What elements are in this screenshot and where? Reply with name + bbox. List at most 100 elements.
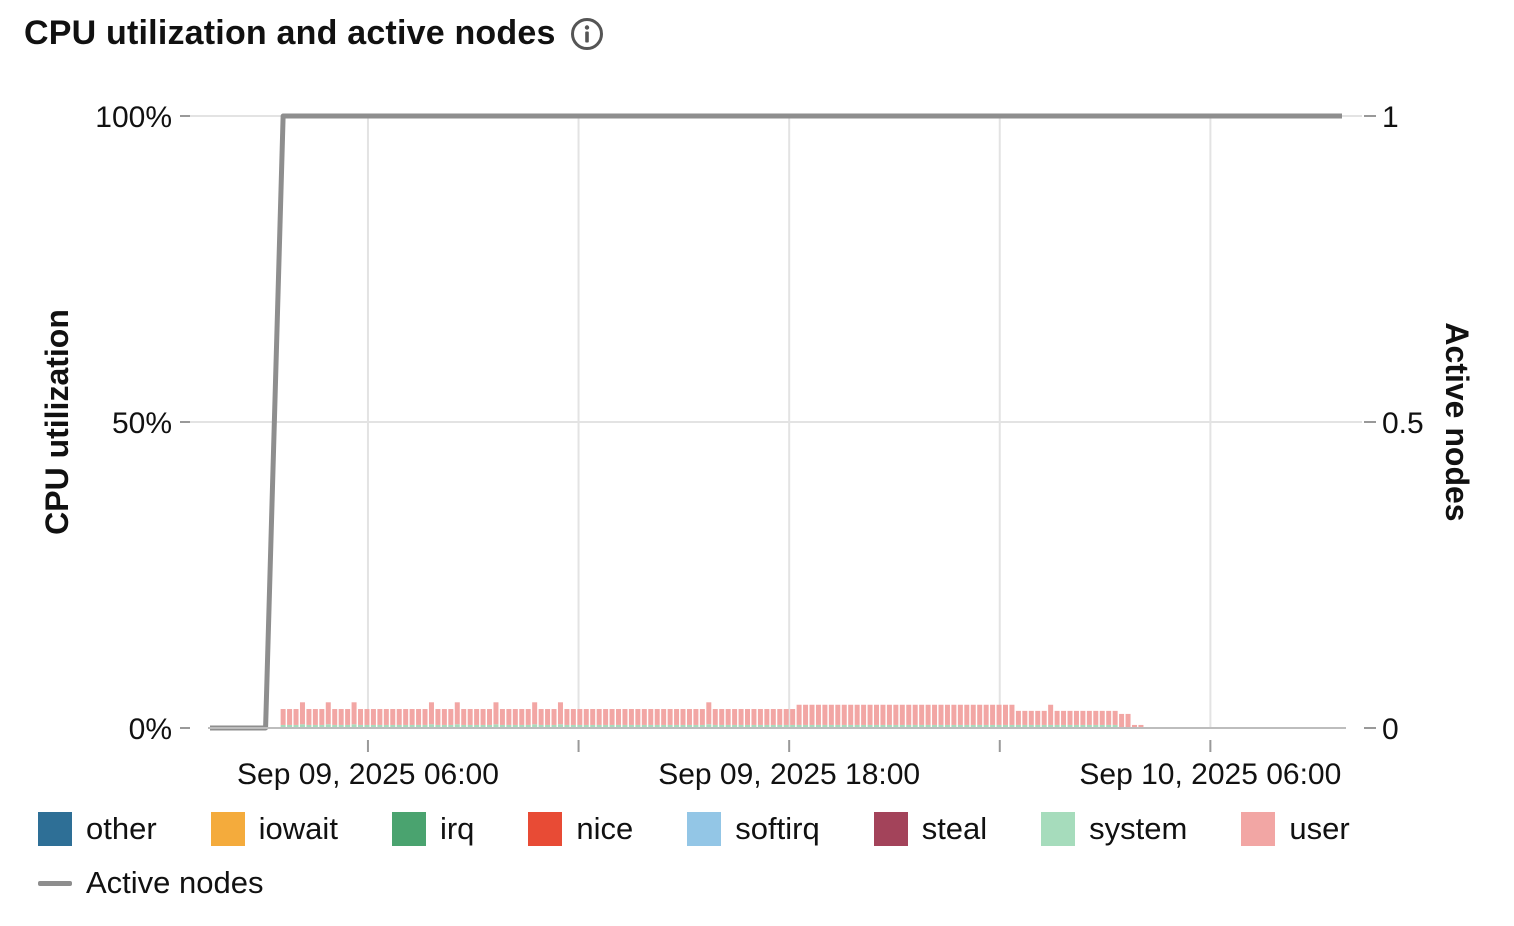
bar-system	[616, 724, 622, 728]
bar-user	[551, 709, 557, 725]
legend-item-softirq[interactable]: softirq	[687, 811, 820, 847]
bar-user	[396, 709, 402, 725]
bar-user	[732, 709, 738, 725]
bar-user	[1138, 724, 1144, 728]
bar-user	[570, 709, 576, 725]
bar-system	[770, 724, 776, 728]
legend-item-system[interactable]: system	[1041, 811, 1187, 847]
y-tick-label: 100%	[95, 101, 172, 134]
bar-system	[1028, 724, 1034, 728]
bar-system	[377, 724, 383, 728]
bar-system	[983, 724, 989, 728]
legend-item-other[interactable]: other	[38, 811, 157, 847]
bar-user	[1067, 710, 1073, 725]
bar-system	[525, 724, 531, 728]
bar-user	[1009, 704, 1015, 725]
bar-user	[835, 704, 841, 725]
bar-system	[751, 724, 757, 728]
bar-user	[757, 709, 763, 725]
bar-user	[319, 709, 325, 725]
legend-swatch	[210, 812, 245, 846]
bar-user	[635, 709, 641, 725]
bar-system	[932, 724, 938, 728]
bar-system	[583, 724, 589, 728]
legend-item-user[interactable]: user	[1241, 811, 1350, 847]
bar-system	[880, 724, 886, 728]
bar-user	[938, 704, 944, 725]
bar-system	[622, 724, 628, 728]
bar-user	[886, 704, 892, 725]
bar-user	[822, 704, 828, 725]
legend-swatch	[1041, 812, 1076, 846]
bar-system	[506, 724, 512, 728]
bar-user	[557, 702, 563, 725]
y-tick-label: 50%	[112, 407, 172, 440]
bar-system	[312, 724, 318, 728]
y2-tick-label: 0	[1382, 713, 1399, 746]
bar-user	[1035, 710, 1041, 725]
bar-user	[1099, 710, 1105, 725]
bar-user	[467, 709, 473, 725]
bar-user	[403, 709, 409, 725]
bar-system	[912, 724, 918, 728]
bar-user	[628, 709, 634, 725]
bar-user	[545, 709, 551, 725]
cpu-utilization-chart: 0% 0 50% 0.5 100% 1 Sep 09, 2025 06:00 Sep 09, …	[39, 101, 1475, 791]
bar-system	[512, 724, 518, 728]
bar-user	[1022, 710, 1028, 725]
legend-item-active-nodes[interactable]: Active nodes	[38, 865, 264, 901]
legend-row-line: Active nodes	[38, 862, 1458, 904]
bar-user	[603, 709, 609, 725]
bar-user	[880, 704, 886, 725]
legend-item-irq[interactable]: irq	[391, 811, 474, 847]
bar-system	[609, 724, 615, 728]
bar-system	[441, 724, 447, 728]
bar-system	[996, 724, 1002, 728]
bar-user	[583, 709, 589, 725]
bar-system	[358, 724, 364, 728]
stacked-bars	[280, 702, 1144, 728]
bar-user	[564, 709, 570, 725]
bar-user	[609, 709, 615, 725]
info-icon[interactable]	[570, 17, 604, 51]
bar-system	[1054, 724, 1060, 728]
bar-system	[1112, 724, 1118, 728]
bar-user	[783, 709, 789, 725]
bar-system	[287, 724, 293, 728]
bar-system	[1009, 724, 1015, 728]
bar-user	[487, 709, 493, 725]
legend-item-iowait[interactable]: iowait	[210, 811, 338, 847]
bar-user	[299, 702, 305, 725]
legend-item-steal[interactable]: steal	[873, 811, 987, 847]
bar-user	[1003, 704, 1009, 725]
bar-user	[828, 704, 834, 725]
bar-user	[667, 709, 673, 725]
bar-user	[661, 709, 667, 725]
bar-system	[1067, 724, 1073, 728]
bar-user	[377, 709, 383, 725]
bar-system	[745, 724, 751, 728]
bar-user	[435, 709, 441, 725]
bar-system	[299, 724, 305, 728]
bar-system	[725, 724, 731, 728]
bar-system	[977, 724, 983, 728]
bar-system	[764, 724, 770, 728]
bar-system	[545, 724, 551, 728]
bar-system	[448, 724, 454, 728]
bar-system	[1015, 724, 1021, 728]
bar-user	[815, 704, 821, 725]
x-tick-label: Sep 09, 2025 06:00	[237, 758, 499, 791]
bar-user	[654, 709, 660, 725]
bar-system	[699, 724, 705, 728]
legend-label: iowait	[258, 811, 338, 846]
bar-user	[803, 704, 809, 725]
bar-system	[738, 724, 744, 728]
bar-system	[719, 724, 725, 728]
bar-system	[990, 724, 996, 728]
bar-system	[848, 724, 854, 728]
bar-system	[835, 724, 841, 728]
bar-user	[577, 709, 583, 725]
legend-item-nice[interactable]: nice	[528, 811, 633, 847]
bar-user	[906, 704, 912, 725]
bar-user	[383, 709, 389, 725]
